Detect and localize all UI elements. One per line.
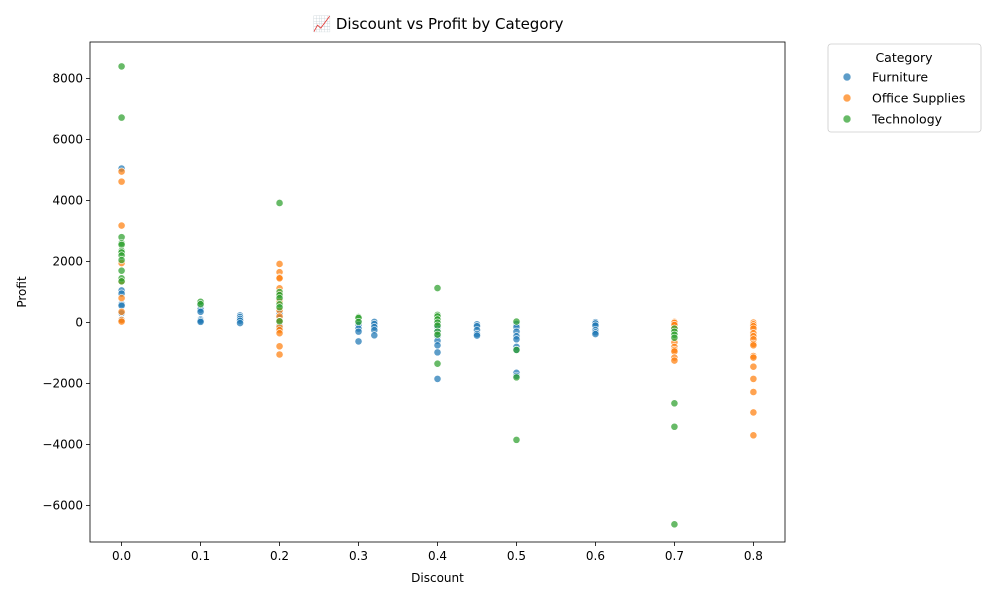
data-point	[117, 177, 126, 186]
x-axis-label: Discount	[411, 571, 464, 585]
data-point	[473, 331, 481, 340]
data-point	[275, 274, 284, 283]
y-tick-label: 8000	[52, 72, 83, 86]
y-tick-label: 4000	[52, 194, 83, 208]
data-point	[196, 307, 205, 316]
data-point	[670, 356, 679, 365]
x-tick-label: 0.6	[586, 549, 605, 563]
data-point	[117, 294, 126, 302]
plot-frame	[89, 41, 786, 543]
y-tick-label: −4000	[42, 437, 83, 451]
legend-frame	[827, 43, 982, 133]
legend-marker	[842, 114, 852, 124]
data-point	[354, 337, 363, 346]
data-point	[512, 373, 521, 382]
data-point	[749, 362, 758, 371]
legend-label: Office Supplies	[872, 91, 965, 106]
data-point	[117, 221, 126, 230]
data-point	[670, 333, 679, 342]
data-point	[117, 317, 126, 326]
data-point	[433, 359, 442, 368]
y-tick-label: −2000	[42, 376, 83, 390]
x-tick-label: 0.4	[428, 549, 447, 563]
data-point	[749, 408, 758, 417]
series-office-supplies	[117, 167, 758, 440]
data-point	[512, 435, 521, 444]
data-point	[670, 520, 679, 529]
plot-area	[117, 62, 758, 529]
data-point	[749, 388, 758, 396]
data-point	[196, 317, 205, 326]
y-tick-label: 2000	[52, 255, 83, 269]
x-axis: 0.0 0.1 0.2 0.3 0.4 0.5 0.6 0.7 0.8	[112, 542, 763, 563]
y-tick-label: 6000	[52, 133, 83, 147]
legend-marker	[842, 93, 852, 103]
series-technology	[117, 62, 679, 529]
x-tick-label: 0.0	[112, 549, 131, 563]
x-tick-label: 0.3	[349, 549, 368, 563]
data-point	[354, 327, 363, 336]
data-point	[117, 277, 126, 286]
y-tick-label: 0	[75, 315, 83, 329]
data-point	[275, 199, 284, 207]
y-axis: −6000 −4000 −2000 0 2000 4000 6000 8000	[42, 72, 90, 512]
data-point	[433, 348, 442, 357]
legend-title: Category	[875, 50, 933, 65]
legend-label: Furniture	[872, 70, 928, 85]
data-point	[196, 300, 205, 309]
data-point	[433, 284, 442, 292]
chart-title: 📈 Discount vs Profit by Category	[312, 15, 563, 33]
data-point	[749, 353, 758, 362]
data-point	[275, 329, 284, 338]
x-tick-label: 0.2	[270, 549, 289, 563]
y-axis-label: Profit	[15, 276, 29, 308]
data-point	[117, 256, 126, 264]
data-point	[354, 317, 363, 326]
data-point	[433, 374, 442, 383]
data-point	[117, 266, 126, 275]
x-tick-label: 0.5	[507, 549, 526, 563]
legend-label: Technology	[871, 112, 943, 127]
data-point	[275, 317, 284, 326]
data-point	[749, 431, 758, 440]
data-point	[275, 303, 284, 312]
data-point	[512, 317, 521, 326]
data-point	[117, 62, 126, 71]
data-point	[117, 113, 126, 122]
data-point	[591, 330, 600, 338]
data-point	[749, 374, 758, 383]
x-tick-label: 0.7	[665, 549, 684, 563]
data-point	[512, 335, 521, 344]
data-point	[370, 331, 379, 340]
legend-items: Furniture Office Supplies Technology	[842, 70, 965, 127]
legend: Category Furniture Office Supplies Technol…	[827, 43, 982, 133]
data-point	[117, 307, 126, 316]
data-point	[670, 422, 679, 431]
data-point	[749, 341, 758, 350]
data-point	[275, 350, 284, 359]
data-point	[512, 346, 521, 354]
data-point	[275, 260, 284, 268]
data-point	[275, 342, 284, 351]
data-point	[236, 319, 244, 327]
x-tick-label: 0.1	[191, 549, 210, 563]
series-furniture	[117, 164, 600, 383]
data-point	[117, 167, 126, 176]
data-point	[433, 330, 442, 339]
legend-marker	[842, 72, 852, 82]
y-tick-label: −6000	[42, 498, 83, 512]
data-point	[670, 399, 679, 408]
x-tick-label: 0.8	[744, 549, 763, 563]
data-point	[433, 341, 442, 350]
